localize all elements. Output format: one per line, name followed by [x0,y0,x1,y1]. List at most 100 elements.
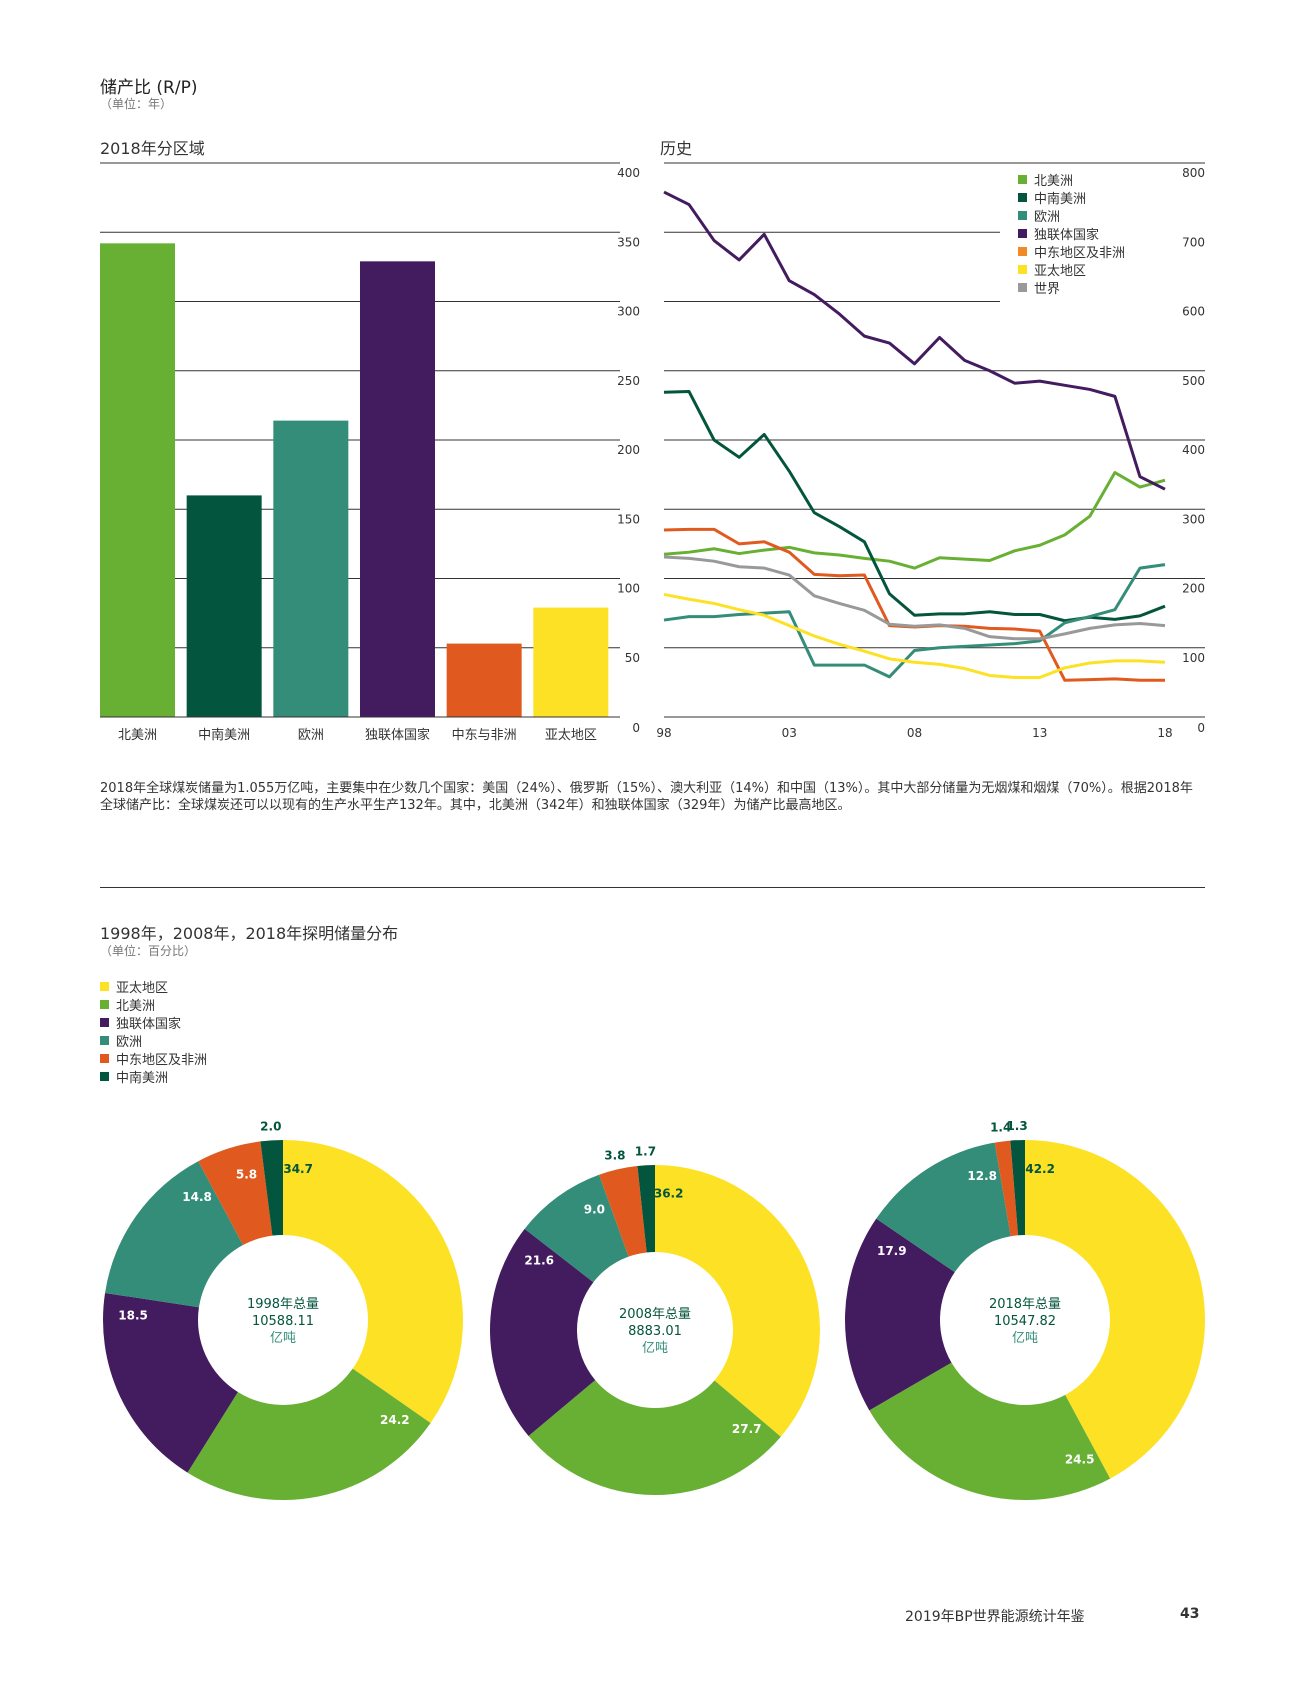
bar-ytick-label: 150 [617,512,640,526]
line-ytick-label: 500 [1182,374,1205,388]
line-chart: 800 700 600 500 400 300 200 100 0 98 03 08 13 18 [656,162,1205,740]
bar-chart: 400 350 300 250 200 150 100 50 0 北美洲 中南美洲 欧洲 独联体国家 中东… [100,162,640,743]
donut-slice [528,1380,781,1495]
legend-swatch [1018,210,1027,220]
donut-center-value: 8883.01 [628,1324,682,1339]
legend-swatch [1018,246,1027,256]
donut-slice [1025,1140,1206,1479]
pie-legend: 亚太地区 北美洲 独联体国家 欧洲 中东地区及非洲 中南美洲 [100,977,207,1086]
line-ytick-label: 800 [1182,166,1205,180]
donut-slice-label: 1.3 [1006,1119,1027,1133]
line-series-5 [663,592,1166,680]
donut-slice [994,1140,1019,1237]
line-xtick-label: 13 [1032,726,1047,740]
donut-slice-label: 3.8 [604,1149,625,1163]
legend-label: 欧洲 [116,1034,143,1050]
donut-slice [869,1362,1111,1500]
donut-slice [187,1368,431,1500]
donut-pie-2008: 36.2 27.7 21.6 9.0 3.8 1.7 2008年总量 8883.01 亿吨 [490,1144,820,1495]
page-number: 43 [1180,1606,1200,1622]
donut-slice-label: 34.7 [283,1162,313,1176]
line-series-6 [663,555,1166,641]
legend-swatch [100,1053,109,1063]
legend-swatch [1018,192,1027,202]
legend-label: 世界 [1034,281,1061,297]
legend-swatch [1018,174,1027,184]
bar-ytick-label: 350 [617,235,640,249]
bar-4 [446,643,522,717]
line-series-1 [663,390,1166,623]
legend-swatch [100,1071,109,1081]
legend-label: 北美洲 [1034,173,1074,189]
donut-slice [524,1174,629,1283]
legend-swatch [100,981,109,991]
legend-label: 中东地区及非洲 [1034,245,1126,261]
bar-category-label: 北美洲 [118,728,157,743]
bar-ytick-label: 300 [617,305,640,319]
bar-category-label: 亚太地区 [545,728,597,743]
donut-pie-1998: 34.7 24.2 18.5 14.8 5.8 2.0 1998年总量 10588.11 亿吨 [102,1119,464,1500]
bar-0 [100,243,175,717]
pie-section-unit: （单位：百分比） [100,944,197,958]
legend-item: 欧洲 [100,1031,207,1050]
donut-center-title: 2018年总量 [989,1297,1061,1312]
donut-center-value: 10547.82 [994,1314,1056,1329]
legend-label: 独联体国家 [116,1016,182,1032]
line-series-2 [663,563,1166,679]
donut-slice [599,1165,647,1257]
line-xtick-label: 18 [1157,726,1172,740]
donut-slice-label: 9.0 [584,1202,605,1216]
bar-ytick-label: 0 [632,721,640,735]
donut-slice [876,1142,1011,1273]
page-title: 储产比 (R/P) [100,78,198,98]
donut-slice-label: 27.7 [732,1422,762,1436]
legend-swatch [1018,264,1027,274]
line-ytick-label: 0 [1197,721,1205,735]
legend-label: 中南美洲 [1034,191,1087,207]
donut-charts: 34.724.218.514.85.82.01998年总量10588.11亿吨3… [102,1119,1206,1500]
donut-slice [102,1292,238,1473]
donut-center-value: 10588.11 [252,1314,314,1329]
donut-slice-label: 24.5 [1065,1453,1095,1467]
donut-slice-label: 18.5 [118,1308,148,1322]
line-series-0 [663,471,1166,570]
legend-item: 北美洲 [100,995,207,1014]
line-series-4 [663,527,1165,682]
legend-swatch [100,1035,109,1045]
summary-paragraph: 2018年全球煤炭储量为1.055万亿吨，主要集中在少数几个国家：美国（24%）… [100,781,1193,813]
donut-center-title: 1998年总量 [247,1297,319,1312]
legend-item: 独联体国家 [1018,224,1125,243]
donut-slice [1010,1140,1025,1236]
bar-ytick-label: 50 [625,651,640,665]
donut-slice-label: 21.6 [524,1254,554,1268]
donut-slice-label: 24.2 [380,1413,410,1427]
legend-item: 独联体国家 [100,1013,207,1032]
bar-chart-title: 2018年分区域 [100,139,205,158]
bar-ytick-label: 200 [617,443,640,457]
donut-slice-label: 2.0 [260,1119,281,1133]
line-chart-legend: 北美洲中南美洲 欧洲独联体国家中东地区及非洲 亚太地区世界 [1018,170,1126,297]
donut-center-unit: 亿吨 [642,1341,668,1356]
legend-item: 欧洲 [1018,206,1125,225]
legend-label: 亚太地区 [116,980,169,996]
line-xtick-label: 08 [907,726,922,740]
donut-slice [637,1165,655,1253]
legend-label: 亚太地区 [1034,263,1087,279]
bar-category-label: 中南美洲 [198,727,250,743]
donut-slice-label: 17.9 [877,1244,907,1258]
bar-ytick-label: 250 [617,374,640,388]
legend-label: 独联体国家 [1034,227,1100,243]
line-ytick-label: 700 [1182,235,1205,249]
line-xtick-label: 98 [656,726,671,740]
donut-slice [260,1140,283,1236]
legend-swatch [1018,282,1027,292]
donut-slice [198,1141,273,1246]
donut-slice [845,1218,955,1411]
legend-swatch [100,1017,109,1027]
legend-item: 中南美洲 [1018,188,1125,207]
line-series-3 [663,190,1166,491]
line-ytick-label: 600 [1182,305,1205,319]
line-ytick-label: 200 [1182,582,1205,596]
donut-slice [283,1140,464,1424]
legend-label: 北美洲 [116,998,156,1014]
